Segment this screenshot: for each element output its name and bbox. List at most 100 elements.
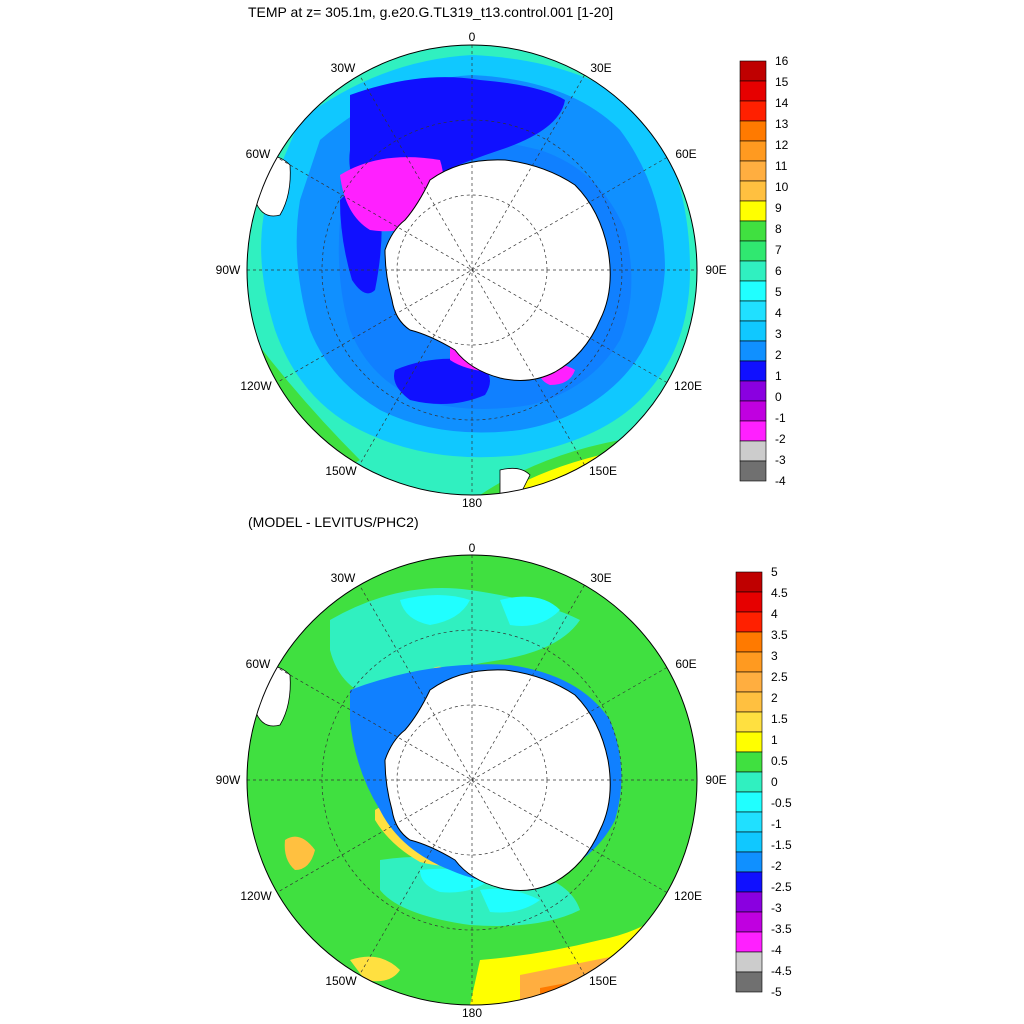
colorbar-label: -2 bbox=[775, 432, 786, 446]
colorbar-label: 2 bbox=[771, 691, 778, 705]
colorbar-swatch bbox=[739, 400, 767, 422]
colorbar-label: 6 bbox=[775, 264, 782, 278]
colorbar-label: 13 bbox=[775, 117, 789, 131]
panel-1-lon-60e: 60E bbox=[675, 147, 696, 161]
panel-2-lon-60w: 60W bbox=[246, 657, 271, 671]
panel-1-title: TEMP at z= 305.1m, g.e20.G.TL319_t13.con… bbox=[248, 4, 614, 20]
panel-2-lon-180: 180 bbox=[462, 1006, 482, 1020]
colorbar-swatch bbox=[739, 440, 767, 462]
colorbar-label: -3 bbox=[771, 901, 782, 915]
colorbar-swatch bbox=[735, 831, 763, 853]
panel-1-lon-0: 0 bbox=[469, 30, 476, 44]
colorbar-swatch bbox=[735, 751, 763, 773]
colorbar-label: 0.5 bbox=[771, 754, 788, 768]
colorbar-label: -1 bbox=[771, 817, 782, 831]
colorbar-swatch bbox=[739, 100, 767, 122]
panel-1-lon-120e: 120E bbox=[674, 379, 702, 393]
colorbar-label: 3.5 bbox=[771, 628, 788, 642]
colorbar-label: 0 bbox=[775, 390, 782, 404]
panel-2-colorbar: 5 4.5 4 3.5 3 2.5 2 1.5 1 0.5 0 -0.5 -1 -1.5 -2 -2.5 -3 -… bbox=[735, 565, 792, 999]
colorbar-swatch bbox=[739, 360, 767, 382]
panel-2-lon-150w: 150W bbox=[325, 974, 357, 988]
colorbar-label: 11 bbox=[775, 159, 788, 173]
panel-1-lon-150w: 150W bbox=[325, 464, 357, 478]
panel-2-graticule bbox=[247, 555, 697, 1005]
colorbar-label: 4.5 bbox=[771, 586, 788, 600]
panel-1-lon-30w: 30W bbox=[331, 61, 356, 75]
colorbar-swatch bbox=[739, 320, 767, 342]
panel-2-antarctica bbox=[384, 669, 611, 891]
panel-2-lon-120e: 120E bbox=[674, 889, 702, 903]
colorbar-label: -2 bbox=[771, 859, 782, 873]
colorbar-label: 10 bbox=[775, 180, 789, 194]
colorbar-swatch bbox=[735, 951, 763, 973]
colorbar-swatch bbox=[739, 60, 767, 82]
colorbar-label: 2 bbox=[775, 348, 782, 362]
colorbar-swatch bbox=[735, 891, 763, 913]
colorbar-label: 15 bbox=[775, 75, 789, 89]
colorbar-swatch bbox=[735, 871, 763, 893]
colorbar-swatch bbox=[735, 791, 763, 813]
colorbar-label: 14 bbox=[775, 96, 789, 110]
colorbar-label: -4 bbox=[775, 474, 786, 488]
panel-2-lon-30w: 30W bbox=[331, 571, 356, 585]
colorbar-label: -4 bbox=[771, 943, 782, 957]
colorbar-swatch bbox=[739, 180, 767, 202]
colorbar-label: 3 bbox=[771, 649, 778, 663]
colorbar-label: 7 bbox=[775, 243, 782, 257]
colorbar-swatch bbox=[739, 460, 767, 482]
colorbar-label: 5 bbox=[771, 565, 778, 579]
colorbar-label: 8 bbox=[775, 222, 782, 236]
panel-1-lon-90w: 90W bbox=[216, 263, 241, 277]
colorbar-swatch bbox=[739, 340, 767, 362]
colorbar-swatch bbox=[739, 380, 767, 402]
colorbar-label: -2.5 bbox=[771, 880, 792, 894]
colorbar-swatch bbox=[735, 631, 763, 653]
colorbar-label: 16 bbox=[775, 54, 789, 68]
colorbar-swatch bbox=[739, 220, 767, 242]
colorbar-swatch bbox=[735, 731, 763, 753]
colorbar-label: -1.5 bbox=[771, 838, 792, 852]
colorbar-swatch bbox=[739, 140, 767, 162]
panel-1-lon-90e: 90E bbox=[705, 263, 726, 277]
colorbar-label: -4.5 bbox=[771, 964, 792, 978]
colorbar-swatch bbox=[735, 771, 763, 793]
colorbar-label: 1 bbox=[775, 369, 782, 383]
colorbar-swatch bbox=[735, 931, 763, 953]
colorbar-swatch bbox=[739, 80, 767, 102]
colorbar-swatch bbox=[735, 691, 763, 713]
panel-2-lon-0: 0 bbox=[469, 541, 476, 555]
colorbar-swatch bbox=[739, 160, 767, 182]
colorbar-swatch bbox=[735, 591, 763, 613]
colorbar-label: -1 bbox=[775, 411, 786, 425]
colorbar-label: -3.5 bbox=[771, 922, 792, 936]
colorbar-swatch bbox=[739, 120, 767, 142]
colorbar-swatch bbox=[735, 671, 763, 693]
colorbar-label: -0.5 bbox=[771, 796, 792, 810]
colorbar-label: -5 bbox=[771, 985, 782, 999]
colorbar-label: 0 bbox=[771, 775, 778, 789]
colorbar-label: 4 bbox=[775, 306, 782, 320]
panel-2-lon-150e: 150E bbox=[589, 974, 617, 988]
colorbar-swatch bbox=[735, 971, 763, 993]
colorbar-swatch bbox=[739, 300, 767, 322]
colorbar-swatch bbox=[735, 571, 763, 593]
colorbar-label: 1 bbox=[771, 733, 778, 747]
panel-2-lon-90w: 90W bbox=[216, 773, 241, 787]
panel-2-lon-120w: 120W bbox=[240, 889, 272, 903]
colorbar-swatch bbox=[739, 200, 767, 222]
panel-1-lon-60w: 60W bbox=[246, 147, 271, 161]
panel-1-antarctica bbox=[384, 159, 611, 381]
colorbar-swatch bbox=[739, 240, 767, 262]
panel-2-lon-90e: 90E bbox=[705, 773, 726, 787]
colorbar-swatch bbox=[735, 611, 763, 633]
panel-2-map: 0 30E 60E 90E 120E 150E 180 150W 120W 90… bbox=[216, 541, 727, 1020]
colorbar-swatch bbox=[735, 711, 763, 733]
colorbar-swatch bbox=[739, 420, 767, 442]
panel-1-lon-120w: 120W bbox=[240, 379, 272, 393]
panel-2-title: (MODEL - LEVITUS/PHC2) bbox=[248, 514, 419, 530]
colorbar-label: 9 bbox=[775, 201, 782, 215]
colorbar-label: 2.5 bbox=[771, 670, 788, 684]
panel-1-lon-30e: 30E bbox=[590, 61, 611, 75]
